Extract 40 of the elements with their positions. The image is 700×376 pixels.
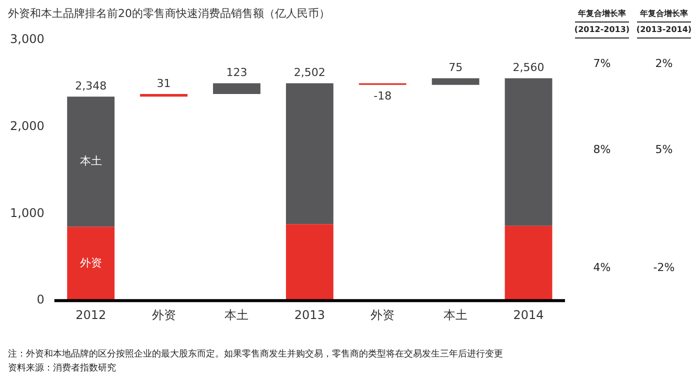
bar [432,78,480,85]
text: 资料来源：消费者指数研究 [8,362,116,374]
y-tick-label: 2,000 [10,118,44,133]
total-label: 75 [448,61,463,74]
x-tick-label: 外资 [370,308,395,322]
total-label: -18 [374,90,392,103]
text: 7% [593,56,611,70]
bar [286,83,334,224]
chart-title: 外资和本土品牌排名前20的零售商快速消费品销售额（亿人民币） [8,6,330,20]
text: 年复合增长率 (2012-2013) [574,8,630,34]
bar [504,78,552,226]
bar [140,94,188,97]
y-tick-label: 3,000 [10,32,44,46]
series-label: 外资 [80,256,102,270]
bar [504,226,552,301]
x-tick-label: 2012 [76,308,106,322]
text: 4% [593,260,611,274]
total-label: 123 [226,66,248,80]
y-tick-label: 0 [36,292,44,307]
total-label: 2,348 [75,79,107,92]
y-tick-label: 1,000 [10,206,44,220]
total-label: 2,502 [294,66,326,80]
x-tick-label: 外资 [152,308,176,322]
text: 年复合增长率 (2013-2014) [636,8,692,34]
total-label: 2,560 [512,61,544,74]
text: 2% [655,56,673,70]
bar [286,224,334,301]
bar [67,226,115,301]
series-label: 本土 [80,154,102,168]
total-label: 31 [156,76,171,90]
text: -2% [653,260,675,274]
bar [213,83,260,94]
text: 8% [593,142,611,156]
text: 注：外资和本地品牌的区分按照企业的最大股东而定。如果零售商发生并购交易，零售商的类型将在交易发生三年后进行变更 [8,348,503,360]
text: 5% [655,142,673,156]
x-tick-label: 本土 [224,308,249,322]
x-tick-label: 本土 [444,308,468,322]
bar [67,96,115,227]
x-tick-label: 2014 [513,308,544,322]
x-tick-label: 2013 [294,308,325,322]
